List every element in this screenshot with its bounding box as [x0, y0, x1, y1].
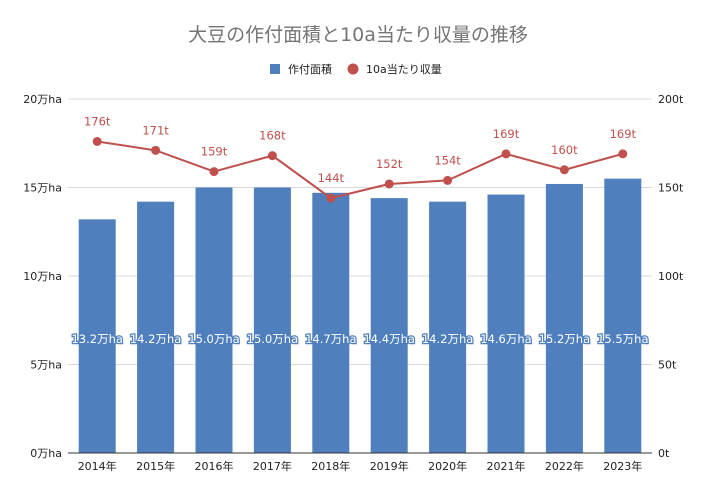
yield-point — [267, 151, 277, 161]
x-tick-label: 2014年 — [78, 459, 117, 473]
left-tick-label: 15万ha — [23, 182, 62, 195]
left-tick-label: 0万ha — [30, 447, 62, 460]
yield-point — [92, 136, 102, 146]
bar — [545, 183, 583, 453]
bar — [312, 192, 350, 453]
bar-value-label: 15.5万ha — [597, 332, 648, 346]
yield-point — [559, 165, 569, 175]
left-tick-label: 5万ha — [30, 359, 62, 372]
yield-point — [209, 167, 219, 177]
bar — [195, 187, 233, 453]
legend-line-label: 10a当たり収量 — [366, 62, 442, 76]
bar-value-label: 14.7万ha — [305, 332, 356, 346]
left-axis: 0万ha 5万ha 10万ha 15万ha 20万ha — [23, 93, 62, 460]
line-series — [92, 136, 628, 203]
yield-value-label: 169t — [493, 127, 520, 141]
right-tick-label: 150t — [658, 182, 684, 195]
x-tick-label: 2017年 — [253, 459, 292, 473]
bar — [370, 198, 408, 453]
bar — [78, 219, 116, 453]
legend-line-swatch — [347, 63, 359, 75]
legend-bar-swatch — [270, 64, 280, 74]
left-tick-label: 10万ha — [23, 270, 62, 283]
bar-value-label: 15.2万ha — [539, 332, 590, 346]
chart-title: 大豆の作付面積と10a当たり収量の推移 — [188, 24, 528, 46]
x-tick-label: 2016年 — [195, 459, 234, 473]
x-tick-label: 2023年 — [603, 459, 642, 473]
bar-value-label: 14.6万ha — [480, 332, 531, 346]
yield-value-label: 160t — [551, 143, 578, 157]
yield-value-label: 168t — [259, 129, 286, 143]
yield-value-label: 176t — [84, 114, 111, 128]
x-tick-label: 2019年 — [370, 459, 409, 473]
x-tick-label: 2022年 — [545, 459, 584, 473]
bar-value-label: 14.2万ha — [130, 332, 181, 346]
right-tick-label: 50t — [658, 359, 677, 372]
left-tick-label: 20万ha — [23, 93, 62, 106]
yield-value-label: 159t — [201, 145, 228, 159]
bar-value-label: 15.0万ha — [247, 332, 298, 346]
bar — [137, 201, 175, 453]
right-tick-label: 0t — [658, 447, 670, 460]
bar — [604, 178, 642, 453]
bar-value-label: 15.0万ha — [188, 332, 239, 346]
bar-value-label: 14.4万ha — [363, 332, 414, 346]
yield-value-label: 144t — [318, 171, 345, 185]
yield-point — [326, 193, 336, 203]
yield-line — [97, 140, 624, 200]
yield-value-label: 154t — [434, 153, 461, 167]
x-tick-label: 2021年 — [487, 459, 526, 473]
yield-point — [151, 145, 161, 155]
bar-value-label: 13.2万ha — [71, 332, 122, 346]
yield-point — [618, 149, 628, 159]
right-tick-label: 200t — [658, 93, 684, 106]
yield-point — [443, 175, 453, 185]
right-tick-label: 100t — [658, 270, 684, 283]
bar-series — [78, 178, 642, 453]
legend: 作付面積 10a当たり収量 — [270, 62, 442, 76]
yield-value-label: 152t — [376, 157, 403, 171]
yield-value-label: 169t — [610, 127, 637, 141]
legend-bar-label: 作付面積 — [288, 62, 332, 76]
bar — [487, 194, 525, 453]
bar-value-label: 14.2万ha — [422, 332, 473, 346]
data-labels: 13.2万ha 14.2万ha 15.0万ha 15.0万ha 14.7万ha 14.4万… — [70, 114, 650, 347]
yield-point — [384, 179, 394, 189]
x-tick-label: 2018年 — [311, 459, 350, 473]
bar — [253, 187, 291, 453]
x-tick-label: 2015年 — [136, 459, 175, 473]
yield-point — [501, 149, 511, 159]
yield-value-label: 171t — [142, 123, 169, 137]
right-axis: 0t 50t 100t 150t 200t — [658, 93, 684, 460]
x-axis: 2014年 2015年 2016年 2017年 2018年 2019年 2020年 2021年… — [68, 452, 652, 473]
bar — [429, 201, 467, 453]
x-tick-label: 2020年 — [428, 459, 467, 473]
